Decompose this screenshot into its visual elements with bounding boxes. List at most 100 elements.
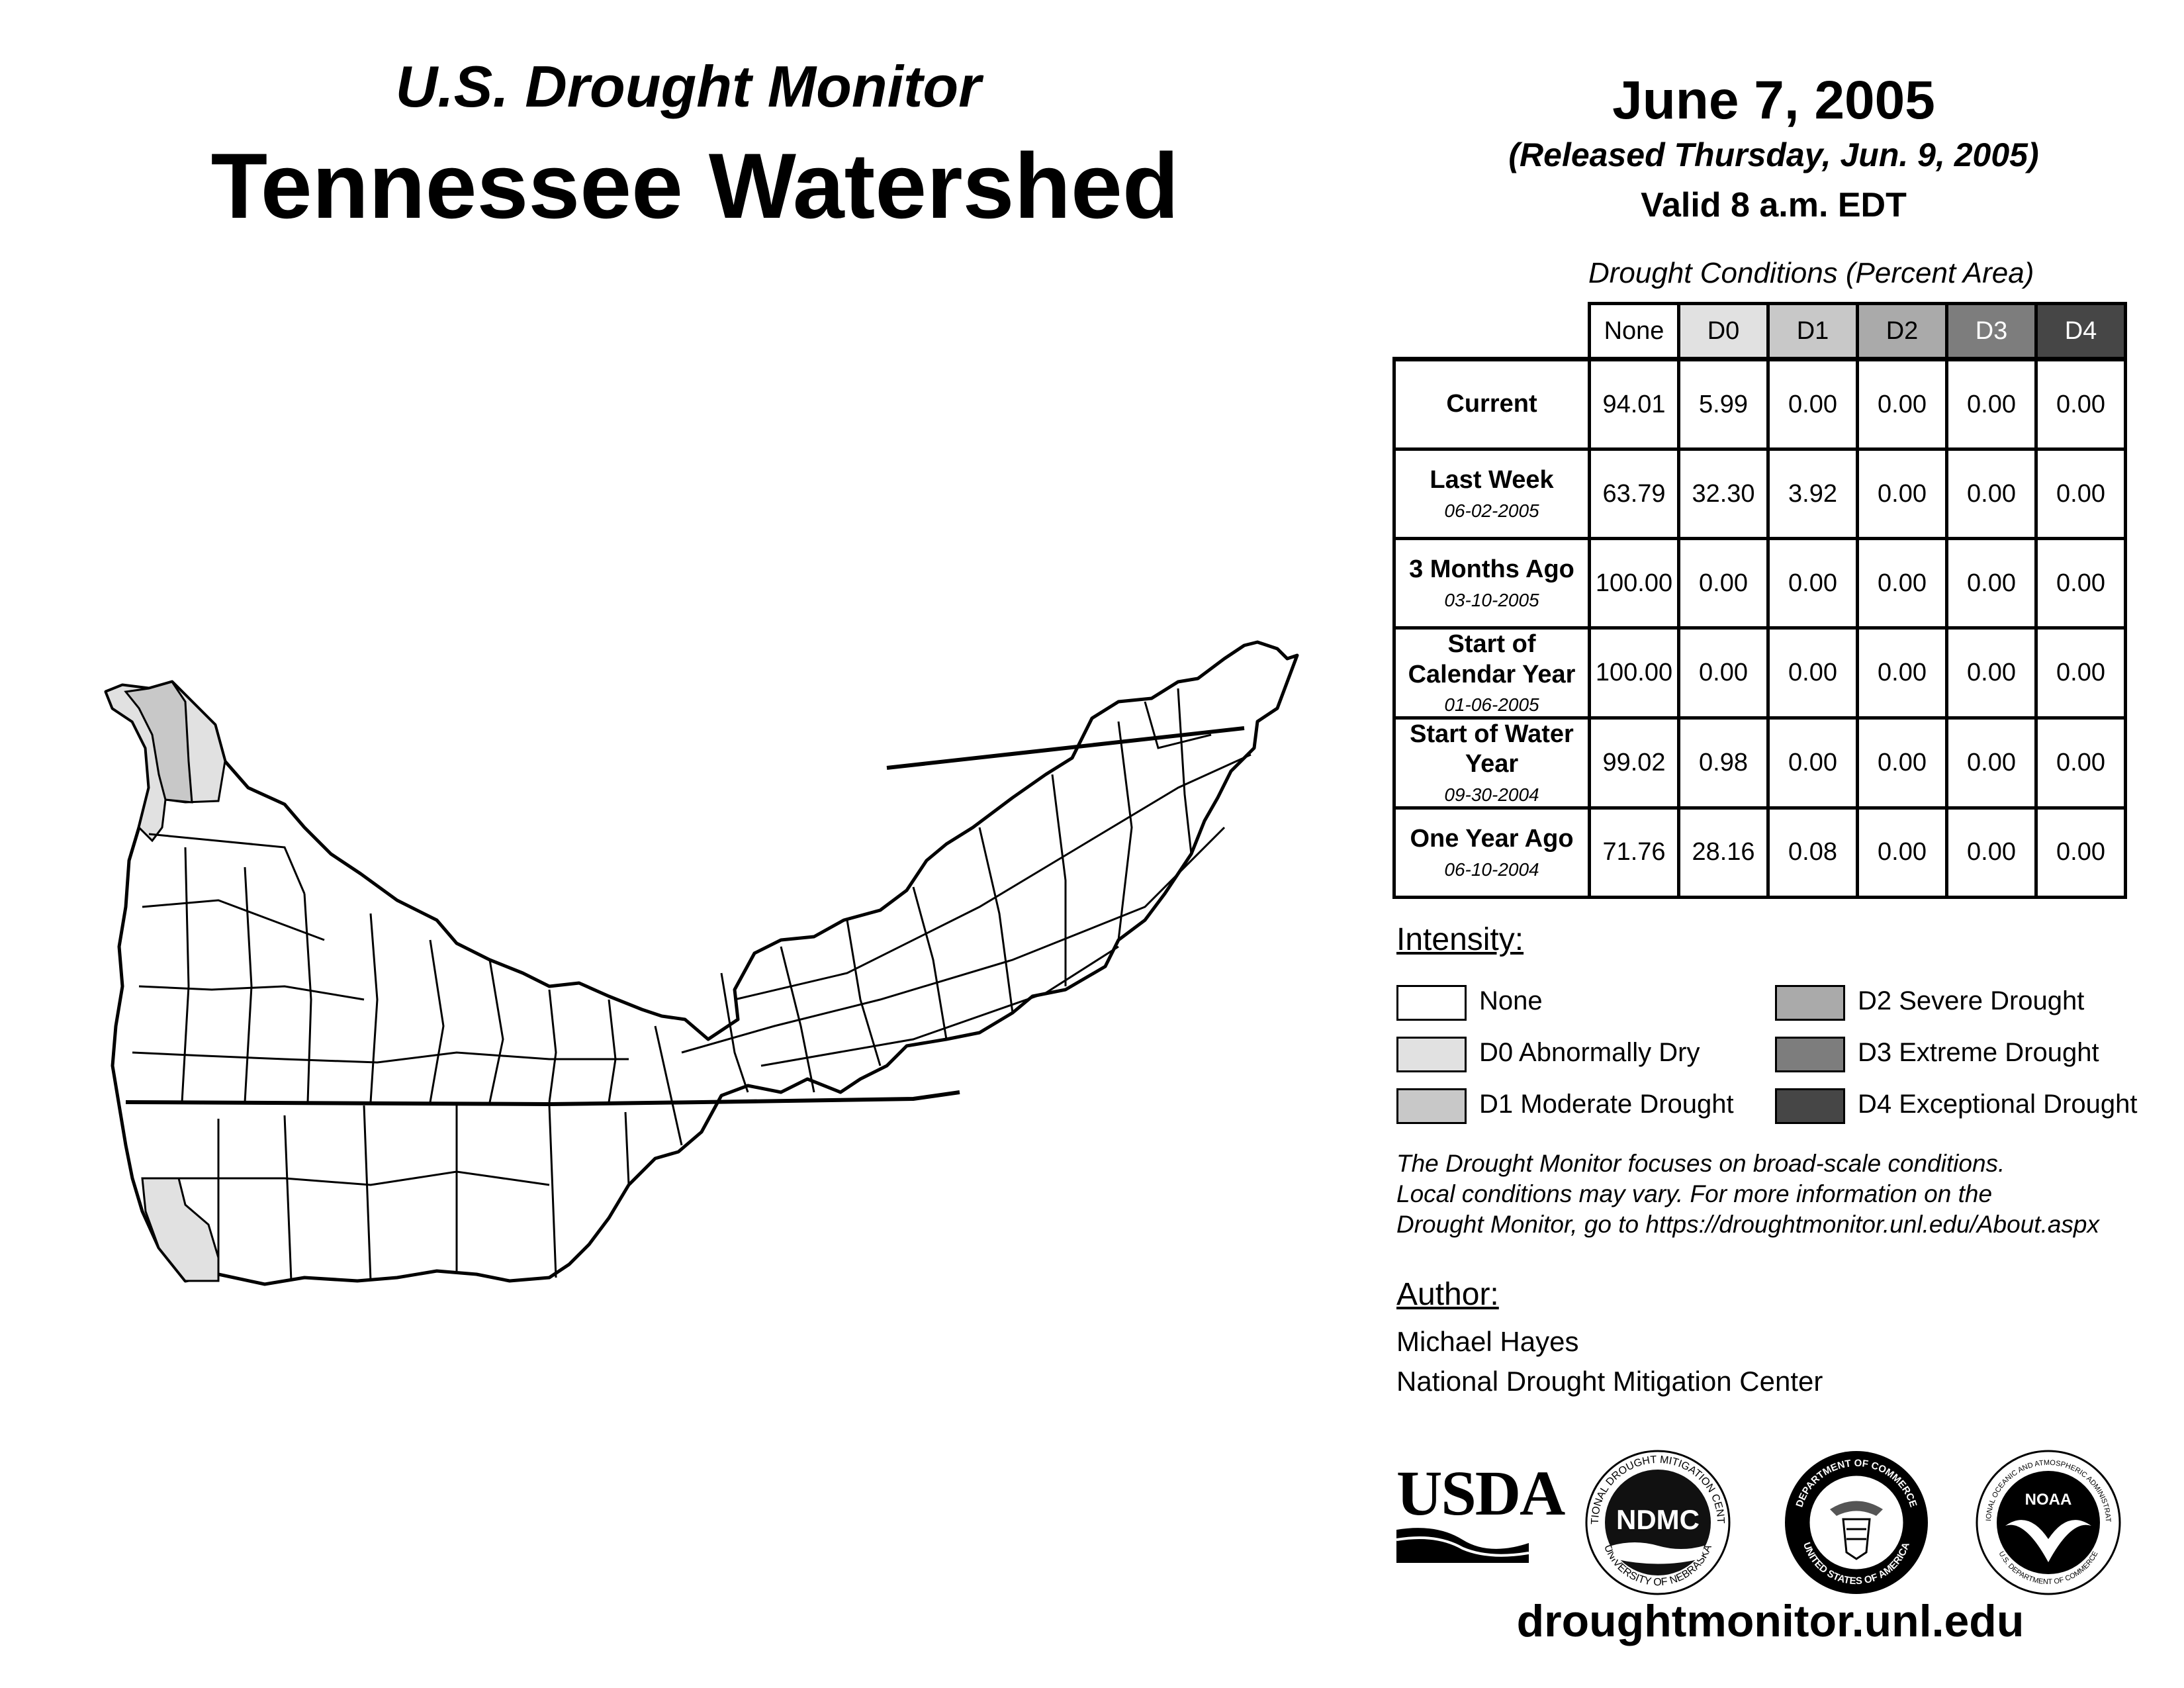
usda-logo: USDA: [1396, 1456, 1565, 1563]
watershed-outline: [104, 640, 1299, 1286]
col-header-d0: D0: [1677, 302, 1770, 361]
table-cell: 0.00: [1856, 626, 1948, 720]
table-cell: 0.00: [1945, 626, 2038, 720]
noaa-logo-text: NOAA: [2025, 1491, 2072, 1509]
table-cell: 0.00: [2034, 537, 2127, 630]
table-cell: 28.16: [1677, 806, 1770, 899]
table-row: Start of Water Year 09-30-2004 99.02 0.98 0.…: [1392, 716, 2127, 810]
table-cell: 0.00: [1856, 716, 1948, 810]
legend-swatch: [1775, 1037, 1845, 1072]
row-label-text: Start of Calendar Year: [1408, 630, 1576, 688]
table-cell: 0.00: [1766, 626, 1859, 720]
legend-swatch: [1775, 985, 1845, 1021]
row-label-text: Start of Water Year: [1410, 720, 1574, 778]
row-label-text: Current: [1446, 390, 1537, 418]
note-line-2: Local conditions may vary. For more info…: [1396, 1180, 1993, 1207]
legend-label: D4 Exceptional Drought: [1858, 1090, 2138, 1119]
col-header-d2: D2: [1856, 302, 1948, 361]
legend-swatch: [1775, 1088, 1845, 1124]
row-label: Start of Water Year 09-30-2004: [1392, 716, 1591, 810]
table-row: Last Week 06-02-2005 63.79 32.30 3.92 0.00 0.0…: [1392, 447, 2127, 540]
col-header-d3: D3: [1945, 302, 2038, 361]
drought-conditions-table: None D0 D1 D2 D3 D4 Current 94.01 5.99 0.00…: [1392, 302, 2127, 899]
table-row: Start of Calendar Year 01-06-2005 100.00 0.…: [1392, 626, 2127, 720]
table-cell: 0.98: [1677, 716, 1770, 810]
row-label: Last Week 06-02-2005: [1392, 447, 1591, 540]
table-cell: 0.00: [1856, 447, 1948, 540]
legend-label: None: [1479, 986, 1543, 1015]
author-heading: Author:: [1396, 1277, 1499, 1312]
row-label-date: 06-10-2004: [1444, 859, 1539, 880]
table-cell: 0.00: [1856, 537, 1948, 630]
table-cell: 0.00: [1766, 357, 1859, 451]
row-label: One Year Ago 06-10-2004: [1392, 806, 1591, 899]
map-title: Tennessee Watershed: [210, 134, 1179, 238]
table-cell: 0.00: [2034, 357, 2127, 451]
noaa-logo: NATIONAL OCEANIC AND ATMOSPHERIC ADMINIS…: [1972, 1446, 2121, 1595]
table-cell: 100.00: [1588, 626, 1680, 720]
row-label-date: 03-10-2005: [1444, 590, 1539, 610]
table-cell: 0.08: [1766, 806, 1859, 899]
table-header-row: None D0 D1 D2 D3 D4: [1394, 302, 2127, 361]
col-header-d4: D4: [2034, 302, 2127, 361]
col-header-d1: D1: [1766, 302, 1859, 361]
row-label-text: One Year Ago: [1410, 824, 1574, 853]
row-label-date: 01-06-2005: [1444, 694, 1539, 716]
table-cell: 32.30: [1677, 447, 1770, 540]
author-organization: National Drought Mitigation Center: [1396, 1366, 1823, 1397]
table-cell: 3.92: [1766, 447, 1859, 540]
table-row: One Year Ago 06-10-2004 71.76 28.16 0.08 0.00…: [1392, 806, 2127, 899]
table-cell: 0.00: [1945, 537, 2038, 630]
disclaimer-note: The Drought Monitor focuses on broad-sca…: [1396, 1149, 2177, 1240]
table-cell: 0.00: [1945, 806, 2038, 899]
website-url[interactable]: droughtmonitor.unl.edu: [1516, 1596, 2025, 1646]
table-cell: 0.00: [1766, 537, 1859, 630]
release-date: (Released Thursday, Jun. 9, 2005): [1508, 136, 2039, 173]
table-cell: 0.00: [1945, 716, 2038, 810]
col-header-none: None: [1588, 302, 1680, 361]
note-line-1: The Drought Monitor focuses on broad-sca…: [1396, 1150, 2005, 1177]
d1-area-north: [124, 680, 193, 804]
table-cell: 94.01: [1588, 357, 1680, 451]
row-label-date: 09-30-2004: [1444, 784, 1539, 805]
table-cell: 0.00: [1677, 626, 1770, 720]
table-cell: 0.00: [1766, 716, 1859, 810]
department-of-commerce-seal: DEPARTMENT OF COMMERCE UNITED STATES OF …: [1785, 1451, 1928, 1594]
legend-swatch: [1396, 1037, 1467, 1072]
table-cell: 71.76: [1588, 806, 1680, 899]
legend-swatch: [1396, 1088, 1467, 1124]
table-cell: 0.00: [1677, 537, 1770, 630]
state-line-north: [886, 726, 1245, 770]
usda-logo-text: USDA: [1396, 1458, 1565, 1528]
table-corner: [1394, 303, 1590, 361]
table-cell: 0.00: [2034, 626, 2127, 720]
row-label-text: 3 Months Ago: [1409, 555, 1574, 584]
table-caption: Drought Conditions (Percent Area): [1588, 257, 2034, 289]
legend-swatch: [1396, 985, 1467, 1021]
map-subtitle: U.S. Drought Monitor: [395, 54, 981, 119]
row-label-date: 06-02-2005: [1444, 500, 1539, 521]
legend-label: D0 Abnormally Dry: [1479, 1038, 1700, 1067]
state-line-south: [125, 1090, 960, 1107]
table-cell: 63.79: [1588, 447, 1680, 540]
table-row: 3 Months Ago 03-10-2005 100.00 0.00 0.00 0.00…: [1392, 537, 2127, 630]
table-cell: 0.00: [2034, 447, 2127, 540]
map-date: June 7, 2005: [1612, 70, 1935, 130]
row-label: 3 Months Ago 03-10-2005: [1392, 537, 1591, 630]
ndmc-logo: NATIONAL DROUGHT MITIGATION CENTER UNIVE…: [1582, 1446, 1731, 1595]
author-name: Michael Hayes: [1396, 1326, 1579, 1357]
table-cell: 100.00: [1588, 537, 1680, 630]
row-label-text: Last Week: [1430, 466, 1554, 494]
county-lines: [132, 688, 1251, 1282]
table-cell: 0.00: [1856, 806, 1948, 899]
legend-label: D3 Extreme Drought: [1858, 1038, 2099, 1067]
table-cell: 0.00: [2034, 716, 2127, 810]
ndmc-logo-text: NDMC: [1616, 1504, 1700, 1535]
table-cell: 99.02: [1588, 716, 1680, 810]
table-cell: 0.00: [1856, 357, 1948, 451]
table-cell: 0.00: [2034, 806, 2127, 899]
table-row: Current 94.01 5.99 0.00 0.00 0.00 0.00: [1392, 357, 2127, 451]
row-label: Current: [1392, 357, 1591, 451]
legend-label: D1 Moderate Drought: [1479, 1090, 1734, 1119]
table-cell: 0.00: [1945, 357, 2038, 451]
